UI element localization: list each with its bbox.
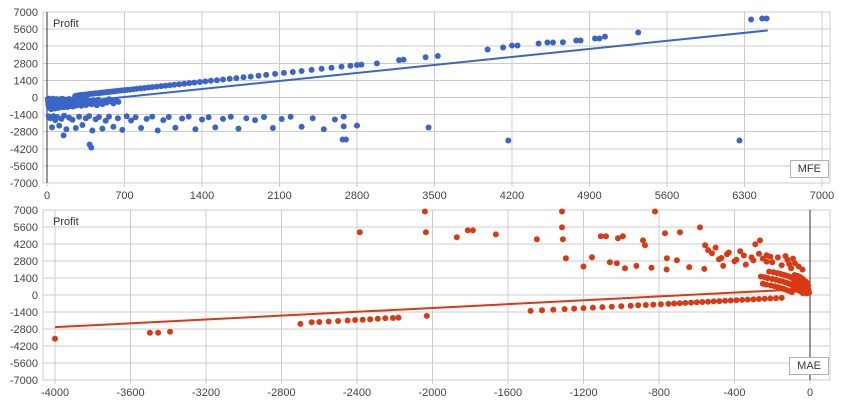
svg-text:-7000: -7000: [10, 178, 38, 190]
svg-text:0: 0: [807, 387, 813, 399]
svg-text:2800: 2800: [14, 58, 38, 70]
svg-text:2800: 2800: [14, 256, 38, 268]
svg-text:0: 0: [32, 290, 38, 302]
mfe-axis-title-box: MFE: [789, 160, 829, 178]
svg-text:700: 700: [115, 190, 133, 200]
svg-text:1400: 1400: [14, 273, 38, 285]
svg-text:-2400: -2400: [343, 387, 371, 399]
svg-text:4200: 4200: [500, 190, 524, 200]
svg-text:5600: 5600: [14, 24, 38, 36]
svg-text:-4200: -4200: [10, 144, 38, 156]
svg-text:6300: 6300: [732, 190, 756, 200]
svg-text:-1400: -1400: [10, 307, 38, 319]
svg-text:-2000: -2000: [418, 387, 446, 399]
svg-text:7000: 7000: [14, 7, 38, 19]
svg-text:-5600: -5600: [10, 358, 38, 370]
svg-text:2800: 2800: [345, 190, 369, 200]
svg-text:-2800: -2800: [267, 387, 295, 399]
mae-axis-title: MAE: [797, 360, 821, 372]
svg-text:-1400: -1400: [10, 110, 38, 122]
svg-text:1400: 1400: [190, 190, 214, 200]
mae-chart-canvas[interactable]: -7000 -5600 -4200 -2800 -1400 0 1400 2800 4200 56…: [0, 200, 860, 400]
svg-text:4900: 4900: [577, 190, 601, 200]
svg-text:-3200: -3200: [192, 387, 220, 399]
svg-text:-2800: -2800: [10, 127, 38, 139]
svg-text:7000: 7000: [810, 190, 834, 200]
svg-text:4200: 4200: [14, 239, 38, 251]
profit-vs-mae-chart: -7000 -5600 -4200 -2800 -1400 0 1400 2800 4200 56…: [0, 200, 860, 400]
svg-text:7000: 7000: [14, 205, 38, 217]
mfe-axis-title: MFE: [797, 163, 821, 175]
svg-text:5600: 5600: [655, 190, 679, 200]
svg-text:2100: 2100: [267, 190, 291, 200]
svg-text:-7000: -7000: [10, 375, 38, 387]
svg-text:5600: 5600: [14, 222, 38, 234]
svg-text:3500: 3500: [422, 190, 446, 200]
svg-text:4200: 4200: [14, 41, 38, 53]
mae-axis-title-box: MAE: [789, 357, 829, 375]
svg-text:-4000: -4000: [41, 387, 69, 399]
svg-text:0: 0: [32, 93, 38, 105]
svg-text:-400: -400: [723, 387, 745, 399]
svg-text:-3600: -3600: [116, 387, 144, 399]
svg-text:-800: -800: [648, 387, 670, 399]
svg-text:1400: 1400: [14, 75, 38, 87]
svg-text:-4200: -4200: [10, 341, 38, 353]
svg-text:0: 0: [44, 190, 50, 200]
svg-text:-1200: -1200: [569, 387, 597, 399]
svg-text:-2800: -2800: [10, 324, 38, 336]
mfe-chart-canvas[interactable]: -7000 -5600 -4200 -2800 -1400 0 1400 2800 4200 56…: [0, 0, 860, 200]
svg-text:-5600: -5600: [10, 161, 38, 173]
svg-text:-1600: -1600: [494, 387, 522, 399]
profit-vs-mfe-chart: -7000 -5600 -4200 -2800 -1400 0 1400 2800 4200 56…: [0, 0, 860, 200]
